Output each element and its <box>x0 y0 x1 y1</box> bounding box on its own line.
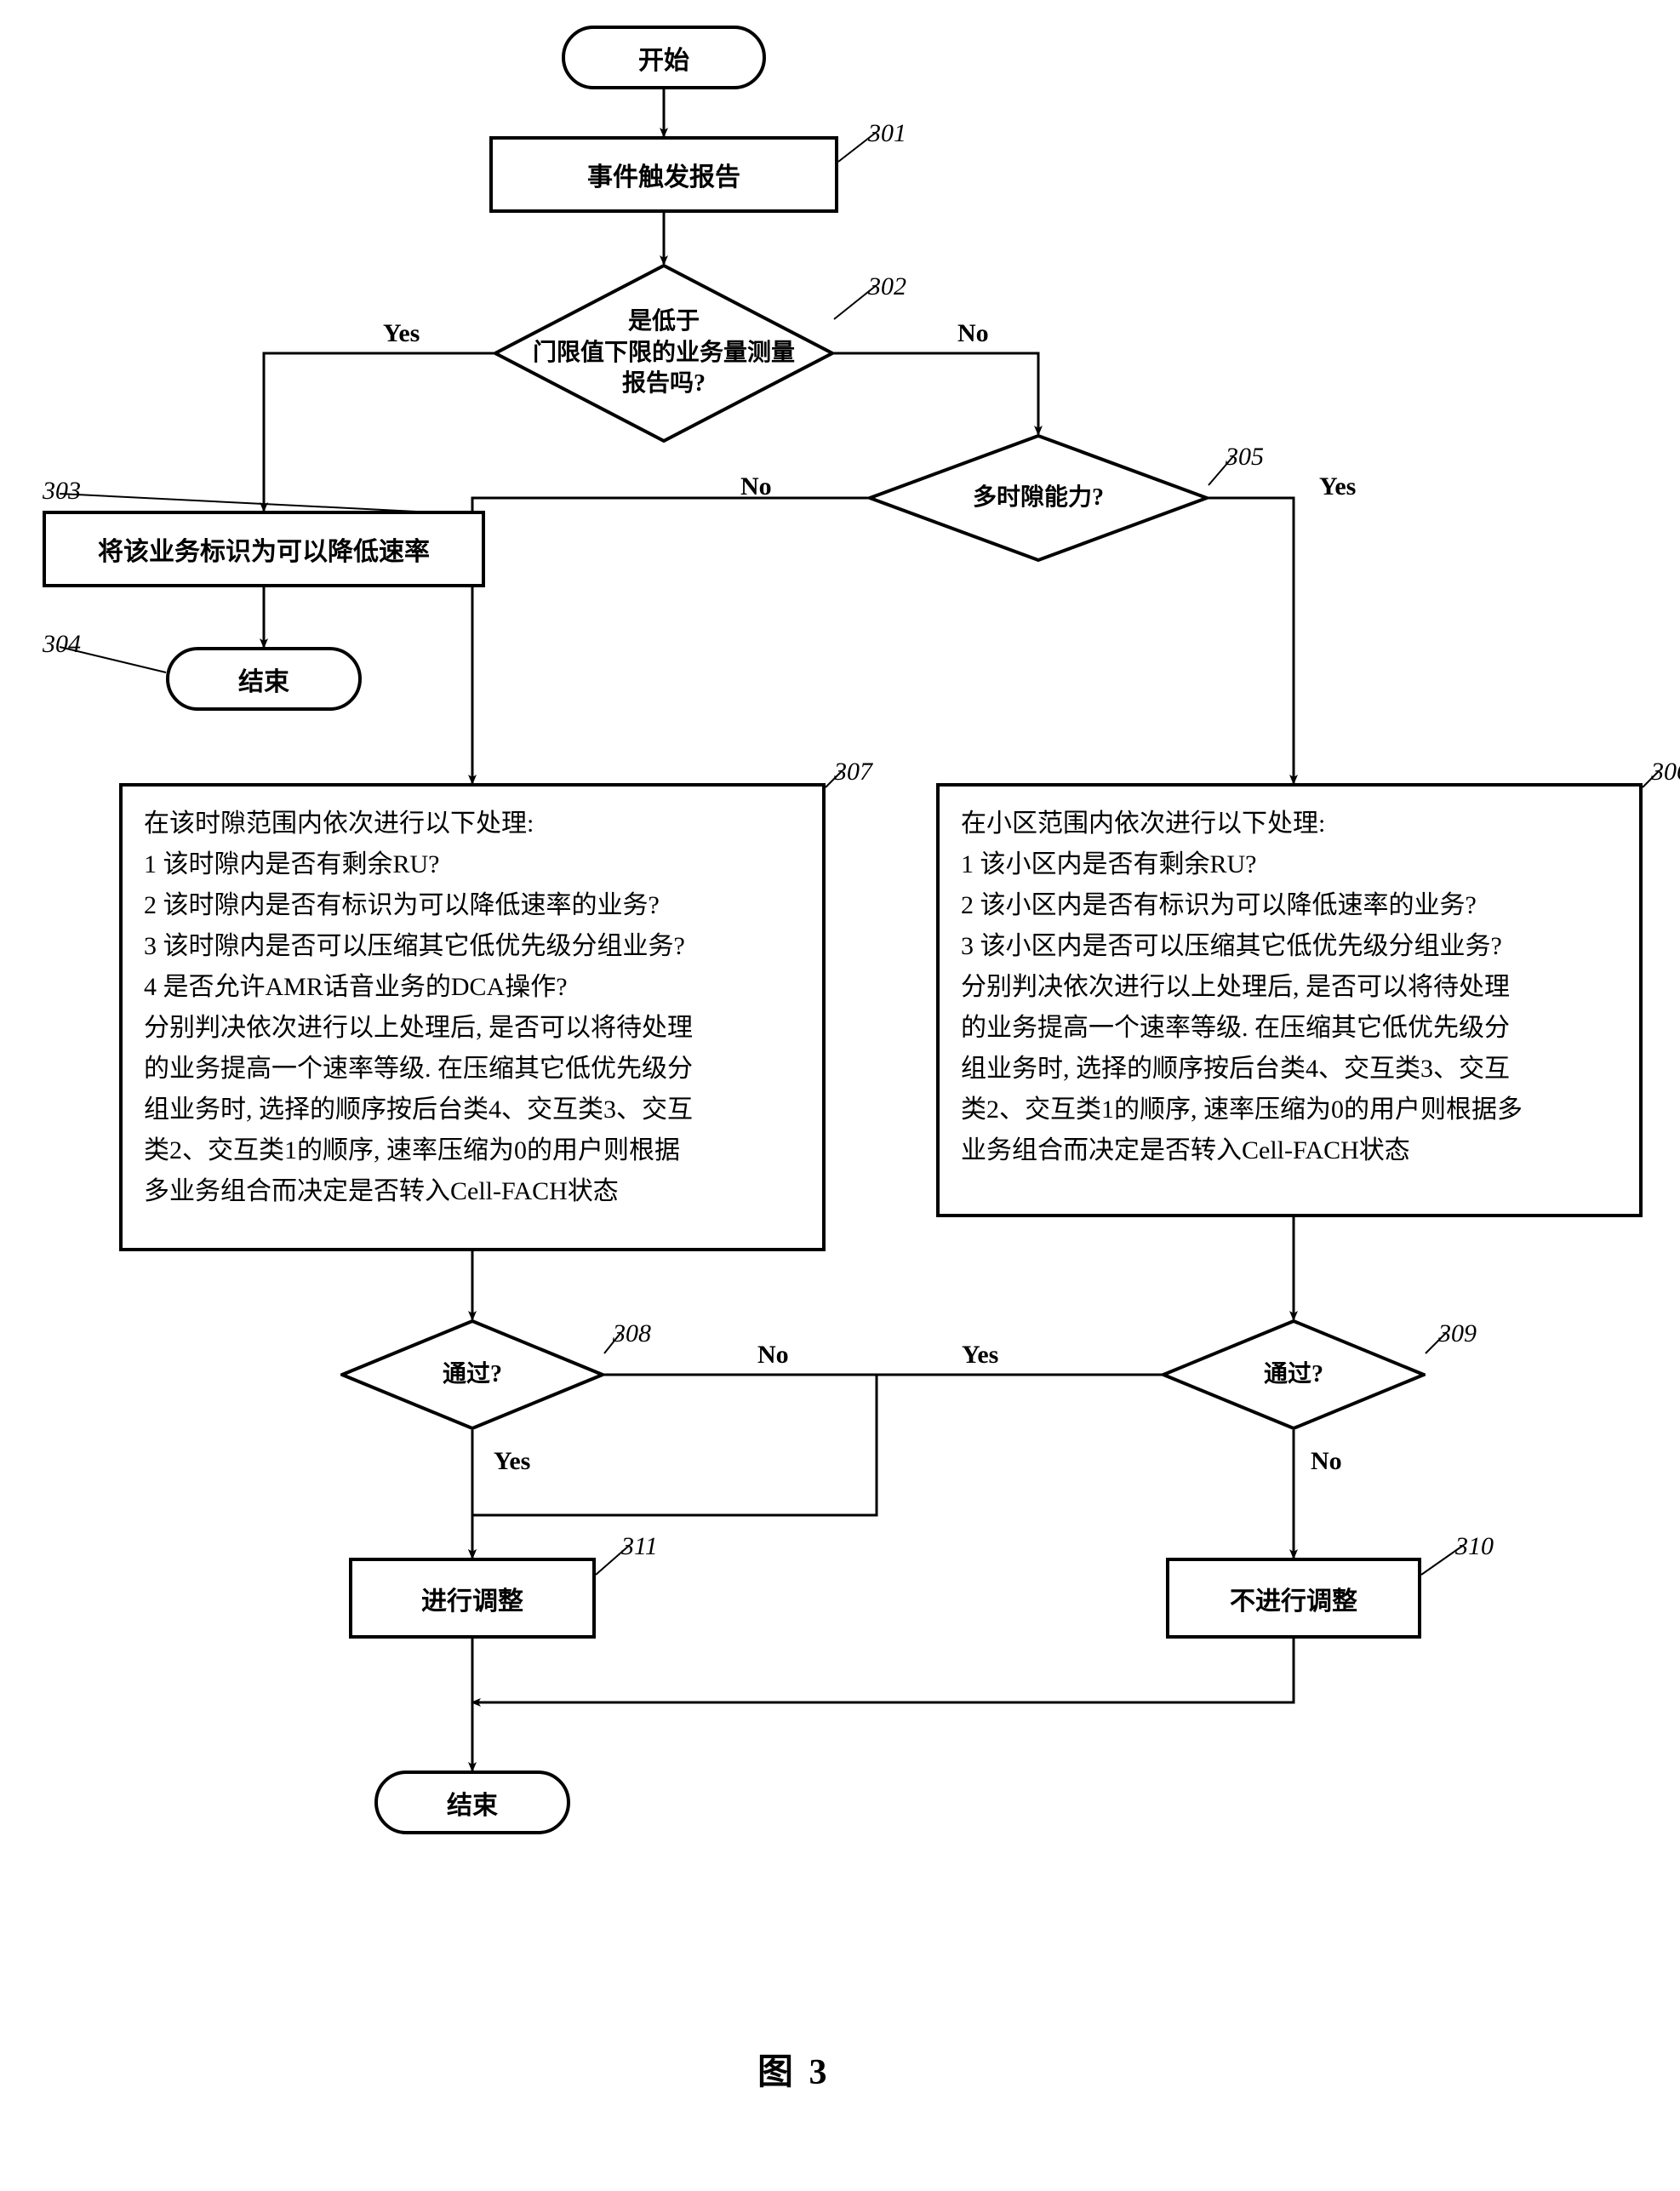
label-l_no_305: No <box>740 472 772 501</box>
process-n311: 进行调整 <box>349 1558 596 1639</box>
process-n310: 不进行调整 <box>1166 1558 1421 1639</box>
terminal-start: 开始 <box>562 26 766 89</box>
label-l_yes_302: Yes <box>383 319 420 348</box>
process-n301: 事件触发报告 <box>489 136 838 213</box>
ref-302: 302 <box>868 272 906 301</box>
terminal-end: 结束 <box>374 1771 570 1834</box>
label-l_yes_305: Yes <box>1319 472 1356 501</box>
decision-n302: 是低于门限值下限的业务量测量报告吗? <box>494 264 834 443</box>
edge <box>472 498 868 783</box>
ref-306: 306 <box>1651 758 1680 787</box>
label-l_yes_308: Yes <box>494 1447 530 1476</box>
label-l_no_308: No <box>757 1341 789 1370</box>
edge <box>834 353 1038 434</box>
ref-311: 311 <box>621 1532 658 1561</box>
ref-309: 309 <box>1438 1319 1477 1348</box>
ref-304: 304 <box>43 630 81 659</box>
ref-310: 310 <box>1455 1532 1494 1561</box>
label-l_yes_309: Yes <box>962 1341 998 1370</box>
bigbox-n306: 在小区范围内依次进行以下处理:1 该小区内是否有剩余RU?2 该小区内是否有标识… <box>936 783 1643 1217</box>
label-l_no_302: No <box>957 319 989 348</box>
ref-301: 301 <box>868 119 906 148</box>
figure-label: 图 3 <box>757 2043 831 2095</box>
decision-n308: 通过? <box>340 1319 604 1430</box>
ref-308: 308 <box>613 1319 651 1348</box>
ref-307: 307 <box>834 758 872 787</box>
terminal-n304: 结束 <box>166 647 362 711</box>
decision-n305: 多时隙能力? <box>868 434 1209 562</box>
decision-n309: 通过? <box>1162 1319 1426 1430</box>
ref-303: 303 <box>43 477 81 506</box>
edge <box>264 353 494 511</box>
label-l_no_309: No <box>1311 1447 1342 1476</box>
ref-305: 305 <box>1226 443 1264 472</box>
edge <box>1209 498 1294 783</box>
bigbox-n307: 在该时隙范围内依次进行以下处理:1 该时隙内是否有剩余RU?2 该时隙内是否有标… <box>119 783 826 1251</box>
process-n303: 将该业务标识为可以降低速率 <box>43 511 485 587</box>
edge <box>472 1639 1294 1702</box>
